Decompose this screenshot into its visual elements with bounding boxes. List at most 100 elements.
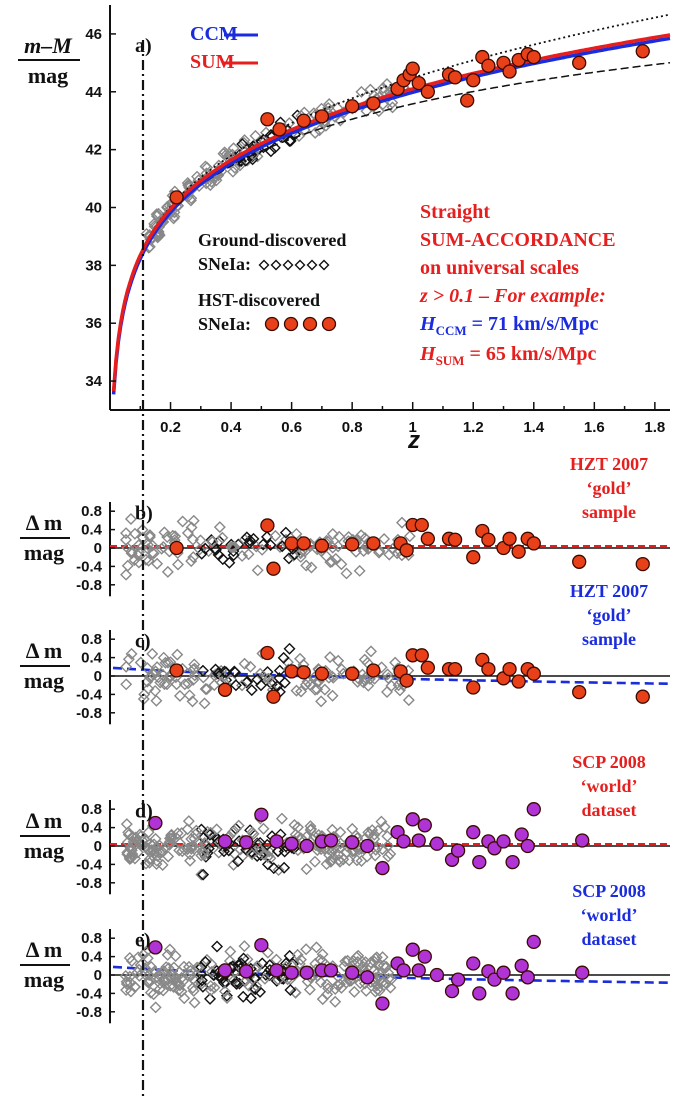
ground-sneia-point <box>153 229 166 242</box>
scp-hst-point <box>496 834 511 849</box>
scp-hst-point <box>148 815 163 831</box>
scp-hst-point <box>417 818 432 833</box>
scp-hst-point <box>345 965 360 980</box>
mag-unit-label: mag <box>24 838 64 863</box>
hst-sneia-point <box>420 84 435 99</box>
ground-sneia-point <box>403 530 416 543</box>
ground-sneia-point <box>261 665 274 678</box>
ground-sneia-point <box>329 995 342 1008</box>
scp-hst-point <box>450 843 466 858</box>
ground-sneia-point <box>269 529 282 542</box>
ground-sneia-point <box>346 844 359 857</box>
ground-sneia-point <box>329 983 342 996</box>
ground-sneia-point <box>340 846 353 859</box>
ground-sneia-point <box>277 651 290 664</box>
scp-hst-point <box>505 854 520 870</box>
hst-sneia-point <box>345 99 360 114</box>
hst-sneia-point <box>511 674 526 689</box>
x-tick-label: 1 <box>409 419 417 436</box>
ground-sneia-point <box>175 971 188 984</box>
delta-m-label: Δ m <box>26 808 62 833</box>
ground-sneia-point <box>121 836 134 849</box>
ground-sneia-point <box>355 855 368 868</box>
scp-hst-point <box>360 970 375 985</box>
ground-sneia-point <box>195 974 208 987</box>
ground-sneia-point <box>187 551 200 564</box>
delta-m-label: Δ m <box>26 638 62 663</box>
ground-sneia-point <box>210 823 223 836</box>
ground-sneia-point <box>382 850 395 863</box>
ground-sneia-point <box>332 848 345 861</box>
scp-hst-point <box>299 965 314 980</box>
hst-sneia-point <box>411 75 426 91</box>
hst-sneia-point <box>399 673 414 688</box>
ground-sneia-point <box>368 828 381 841</box>
hst-sneia-point <box>169 190 184 205</box>
y-axis-label-top: m–M <box>24 33 73 58</box>
scp-hst-point <box>375 860 390 876</box>
ground-sneia-point <box>324 651 337 664</box>
y-tick-label: 0 <box>94 540 102 557</box>
ground-sneia-point <box>275 812 288 825</box>
ground-sneia-point <box>229 679 242 692</box>
ground-sneia-point <box>195 868 208 881</box>
ground-sneia-point <box>230 975 243 988</box>
hst-sneia-point <box>635 556 650 572</box>
ground-sneia-point <box>197 868 210 881</box>
delta-m-label: Δ m <box>26 510 62 535</box>
ground-sneia-point <box>350 854 363 867</box>
scp-hst-point <box>375 996 390 1011</box>
ground-sneia-point <box>249 972 262 985</box>
ground-sneia-point <box>200 683 213 696</box>
scp-hst-point <box>360 838 375 854</box>
panel-a-axes: 34 36 38 40 42 44 46 0.2 0.4 0.6 0.8 1 1.2 1.4 1.6 1.8 <box>85 5 670 436</box>
ground-sneia-point <box>169 950 182 962</box>
hst-sneia-point <box>502 661 517 677</box>
ground-sneia-point <box>251 673 264 686</box>
hst-sneia-point <box>366 96 381 111</box>
ground-sneia-point <box>204 992 217 1005</box>
hst-sneia-point <box>635 44 650 59</box>
ground-sneia-point <box>364 956 377 969</box>
ground-sneia-point <box>120 678 133 691</box>
ground-sneia-point <box>251 564 264 577</box>
ground-sneia-point <box>216 553 229 566</box>
ground-sneia-point <box>244 660 257 673</box>
ground-sneia-point <box>213 521 226 534</box>
y-tick-label: 0.8 <box>81 930 102 947</box>
scp-hst-point <box>526 934 541 950</box>
ground-sneia-point <box>238 657 251 670</box>
ground-sneia-point <box>141 675 154 688</box>
ground-sneia-point <box>308 855 321 868</box>
ground-sneia-point <box>395 516 408 529</box>
ground-sneia-point <box>242 548 255 561</box>
ground-sneia-point <box>239 154 252 167</box>
scp-hst-point <box>411 963 426 978</box>
ground-sneia-point <box>146 539 159 552</box>
ground-sneia-point <box>160 961 173 974</box>
ground-sneia-point <box>291 948 304 961</box>
legend-ccm-label: CCM <box>190 23 238 45</box>
ground-sneia-point <box>153 983 166 996</box>
ground-sneia-point <box>270 259 282 271</box>
x-tick-label: 1.6 <box>584 419 605 436</box>
ground-sneia-point <box>247 982 260 995</box>
ground-sneia-point <box>165 978 178 991</box>
ground-sneia-point <box>206 535 219 548</box>
hst-label-line2: SNeIa: <box>198 314 251 334</box>
x-tick-label: 0.2 <box>160 419 181 436</box>
lower-dashed-curve <box>112 61 671 392</box>
ground-sneia-point <box>303 983 316 996</box>
scp-hst-point <box>148 940 163 955</box>
hst-sneia-point <box>526 536 541 551</box>
hst-legend-markers <box>264 316 337 332</box>
ground-sneia-point <box>147 988 160 1001</box>
ground-sneia-point <box>254 844 267 856</box>
ground-sneia-point <box>325 854 338 867</box>
ground-sneia-point <box>310 941 323 954</box>
ground-sneia-point <box>211 940 224 953</box>
hst-sneia-point <box>296 665 311 680</box>
ground-sneia-point <box>157 541 170 554</box>
hst-sneia-point <box>399 543 414 558</box>
hst-sneia-point <box>447 532 463 547</box>
